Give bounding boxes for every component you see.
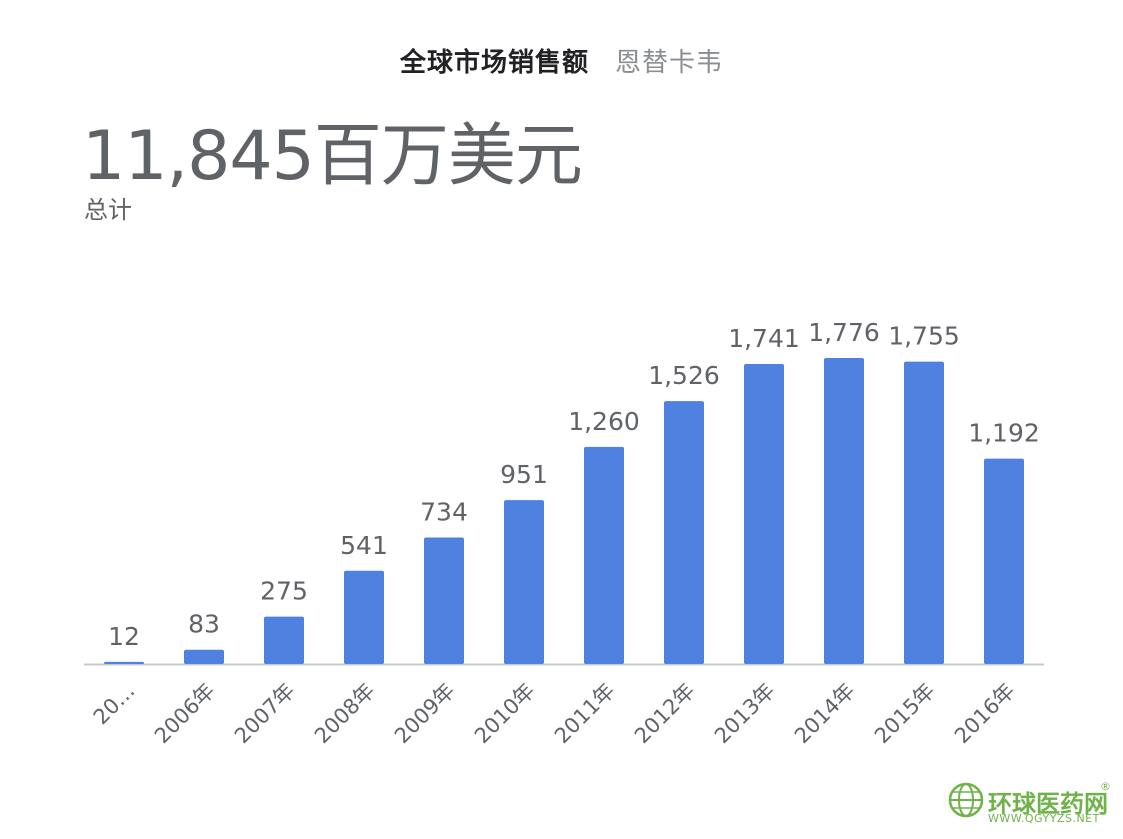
- x-tick-label: 2016年: [950, 679, 1020, 749]
- data-label: 1,526: [648, 361, 720, 390]
- bar: [824, 358, 864, 664]
- bar: [424, 537, 464, 664]
- watermark-text: 环球医药网: [988, 790, 1108, 818]
- x-tick-label: 2013年: [710, 679, 780, 749]
- x-tick-label: 2010年: [470, 679, 540, 749]
- x-tick-label: 2006年: [150, 679, 220, 749]
- bar: [504, 500, 544, 664]
- bar: [984, 458, 1024, 664]
- bar: [104, 661, 144, 664]
- bar: [344, 570, 384, 664]
- data-label: 734: [420, 498, 468, 527]
- chart-title-row: 全球市场销售额 恩替卡韦: [0, 42, 1123, 79]
- watermark-url: WWW.QGYYZS.NET: [988, 812, 1100, 825]
- x-tick-label: 2008年: [310, 679, 380, 749]
- data-label: 83: [188, 610, 220, 639]
- bar: [744, 364, 784, 664]
- x-tick-label: 20…: [89, 679, 140, 730]
- x-tick-label: 2011年: [550, 679, 620, 749]
- data-label: 1,260: [568, 407, 640, 436]
- total-label: 总计: [84, 196, 132, 224]
- bar: [584, 446, 624, 664]
- bar: [664, 401, 704, 664]
- bar: [904, 361, 944, 664]
- x-tick-label: 2015年: [870, 679, 940, 749]
- x-tick-label: 2007年: [230, 679, 300, 749]
- data-label: 12: [108, 622, 140, 651]
- data-label: 1,776: [808, 318, 880, 347]
- bar: [264, 616, 304, 664]
- data-label: 951: [500, 460, 548, 489]
- bar: [184, 649, 224, 664]
- x-tick-label: 2012年: [630, 679, 700, 749]
- watermark-reg-mark: ®: [1100, 780, 1111, 793]
- data-label: 1,755: [888, 322, 960, 351]
- total-value: 11,845百万美元: [82, 117, 583, 196]
- x-tick-label: 2009年: [390, 679, 460, 749]
- data-label: 1,192: [968, 419, 1040, 448]
- x-tick-label: 2014年: [790, 679, 860, 749]
- chart-title: 全球市场销售额: [399, 48, 589, 78]
- data-label: 275: [260, 577, 308, 606]
- drug-name: 恩替卡韦: [615, 48, 724, 78]
- globe-icon: [948, 782, 984, 818]
- data-label: 541: [340, 531, 388, 560]
- watermark: 环球医药网 ® WWW.QGYYZS.NET: [948, 780, 1118, 830]
- data-label: 1,741: [728, 324, 800, 353]
